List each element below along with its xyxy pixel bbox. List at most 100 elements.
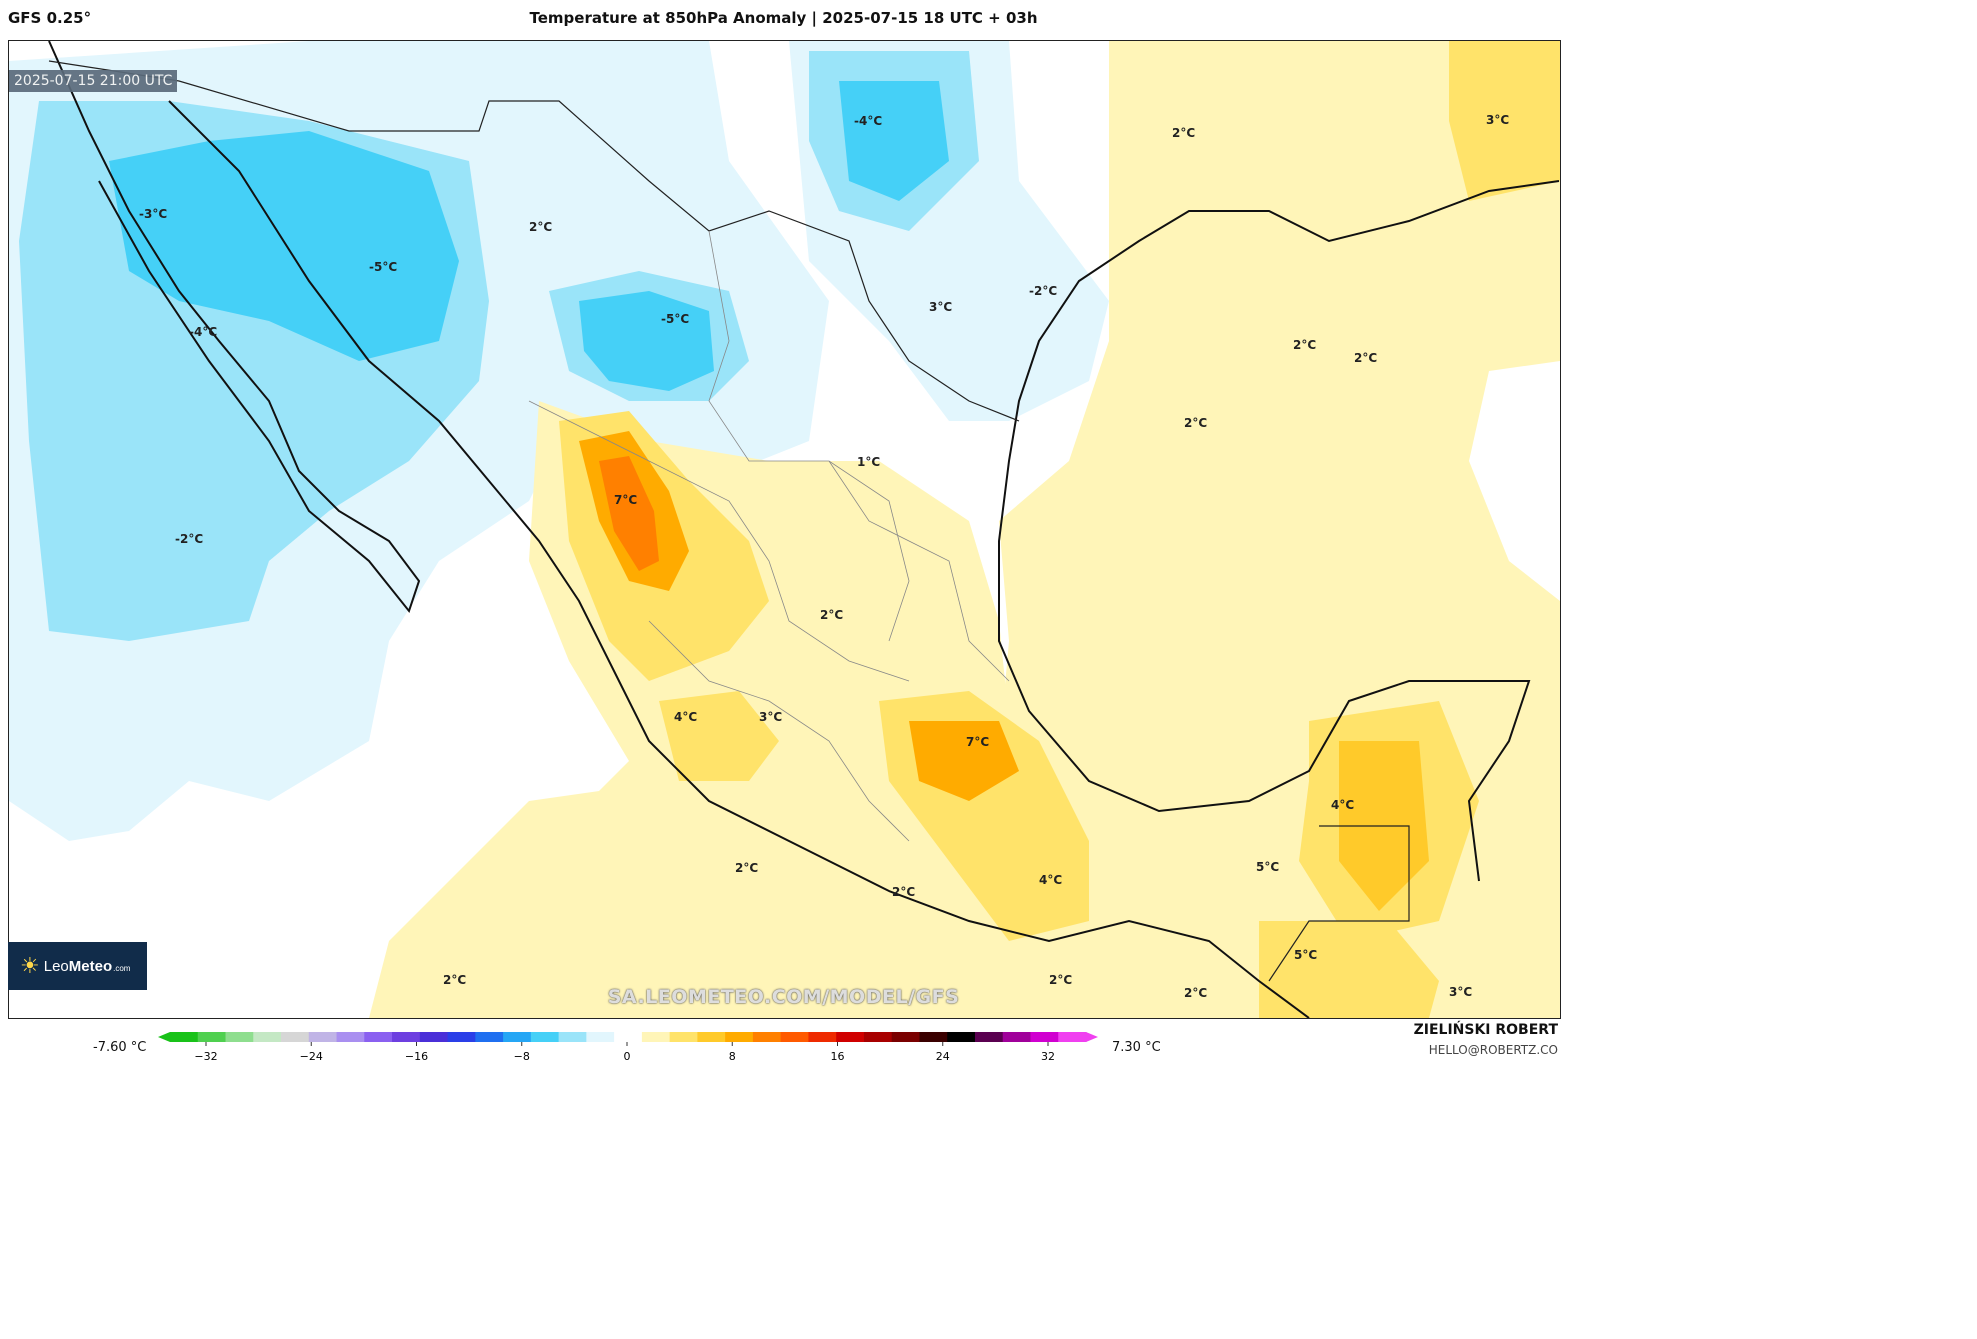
contour-label: 2°C [735,861,758,875]
contour-label: 3°C [929,300,952,314]
contour-label: 2°C [820,608,843,622]
colorbar-tick-label: −24 [300,1050,323,1063]
colorbar-swatch [836,1032,865,1042]
contour-label: -4°C [854,114,882,128]
map-canvas: -3°C -5°C -4°C -2°C 2°C -5°C -4°C 3°C -2… [9,41,1560,1018]
logo-domain: .com [113,964,131,973]
contour-label: 3°C [1486,113,1509,127]
colorbar-tick-label: −32 [194,1050,217,1063]
state-border [528,400,910,682]
sun-icon: ☀ [20,953,40,978]
colorbar-min-arrow [158,1032,170,1042]
contour-label: 4°C [1331,798,1354,812]
contour-label: 2°C [892,885,915,899]
contour-label: 3°C [759,710,782,724]
colorbar-swatch [891,1032,920,1042]
contour-label: 2°C [1354,351,1377,365]
colorbar-swatch [197,1032,227,1042]
colorbar-swatch [974,1032,1004,1042]
colorbar-swatch [170,1032,199,1042]
author-name: ZIELIŃSKI ROBERT [1413,1022,1558,1038]
contour-label: -5°C [661,312,689,326]
state-border [708,230,910,642]
contour-label: 2°C [1172,126,1195,140]
contour-label: 7°C [966,735,989,749]
colorbar-tick-label: 32 [1041,1050,1055,1063]
contour-label: 2°C [529,220,552,234]
baja-cold-inner [109,131,459,361]
colorbar-swatch [336,1032,365,1042]
colorbar-swatch [1030,1032,1059,1042]
contour-label: 2°C [1293,338,1316,352]
colorbar: −32 −24 −16 −8 0 8 16 24 32 [158,1032,1098,1063]
colorbar-swatches [158,1032,1098,1042]
colorbar-swatch [558,1032,587,1042]
colorbar-swatch [641,1032,671,1042]
contour-label: 1°C [857,455,880,469]
colorbar-swatch [752,1032,782,1042]
colorbar-tick-label: 16 [831,1050,845,1063]
colorbar-swatch [503,1032,532,1042]
colorbar-swatch [863,1032,893,1042]
leometeo-logo[interactable]: ☀ LeoMeteo .com [8,942,147,990]
colorbar-min-label: -7.60 °C [93,1040,147,1055]
cold-anomaly-fields [9,41,1109,841]
contour-label: 5°C [1294,948,1317,962]
contour-label: 2°C [1184,416,1207,430]
texas-cold-inner [839,81,949,201]
contour-label: 4°C [674,710,697,724]
watermark-url: SA.LEOMETEO.COM/MODEL/GFS [607,986,960,1008]
contour-label: 2°C [1184,986,1207,1000]
colorbar-swatch [253,1032,282,1042]
contour-label: -5°C [369,260,397,274]
country-borders [48,60,1410,982]
contour-label: -4°C [189,325,217,339]
colorbar-tick-label: −8 [514,1050,530,1063]
colorbar-swatch [947,1032,976,1042]
model-label: GFS 0.25° [8,9,92,27]
colorbar-swatch [281,1032,310,1042]
colorbar-swatch [225,1032,254,1042]
contour-label: 3°C [1449,985,1472,999]
contour-label: -2°C [175,532,203,546]
colorbar-swatch [364,1032,393,1042]
state-border [648,620,910,842]
contour-label: 5°C [1256,860,1279,874]
contour-label: 4°C [1039,873,1062,887]
state-borders [528,230,1010,842]
colorbar-swatch [725,1032,754,1042]
colorbar-swatch [392,1032,421,1042]
sierra-warm-peak [599,456,659,571]
colorbar-max-arrow [1086,1032,1098,1042]
gulf-coast [998,180,1560,882]
contour-label: 2°C [1049,973,1072,987]
map-title: Temperature at 850hPa Anomaly | 2025-07-… [529,9,1038,27]
colorbar-swatch [447,1032,476,1042]
colorbar-swatch [780,1032,809,1042]
colorbar-swatch [419,1032,449,1042]
colorbar-swatch [919,1032,948,1042]
pacific-coast [48,41,421,614]
logo-text: LeoMeteo [44,958,112,975]
logo-text-leo: Leo [43,957,69,975]
author-email[interactable]: HELLO@ROBERTZ.CO [1428,1043,1558,1057]
colorbar-tick-label: 0 [624,1050,631,1063]
chihuahua-cold-inner [579,291,714,391]
mainland-west-coast [168,100,1310,1018]
colorbar-tick-label: 24 [936,1050,950,1063]
colorbar-swatch [1002,1032,1031,1042]
contour-label: 2°C [443,973,466,987]
contour-labels: -3°C -5°C -4°C -2°C 2°C -5°C -4°C 3°C -2… [139,113,1509,1000]
colorbar-swatch [697,1032,726,1042]
colorbar-tick-label: −16 [405,1050,428,1063]
colorbar-swatch [530,1032,560,1042]
coastlines [48,41,1560,1018]
colorbar-tick-label: 8 [729,1050,736,1063]
colorbar-swatch [308,1032,338,1042]
louisiana-warm-core [1449,41,1560,201]
central-warm-inner [909,721,1019,801]
anomaly-map[interactable]: -3°C -5°C -4°C -2°C 2°C -5°C -4°C 3°C -2… [8,40,1561,1019]
warm-anomaly-fields [369,41,1560,1018]
colorbar-swatch [1058,1032,1087,1042]
oaxaca-warm-core [659,691,779,781]
